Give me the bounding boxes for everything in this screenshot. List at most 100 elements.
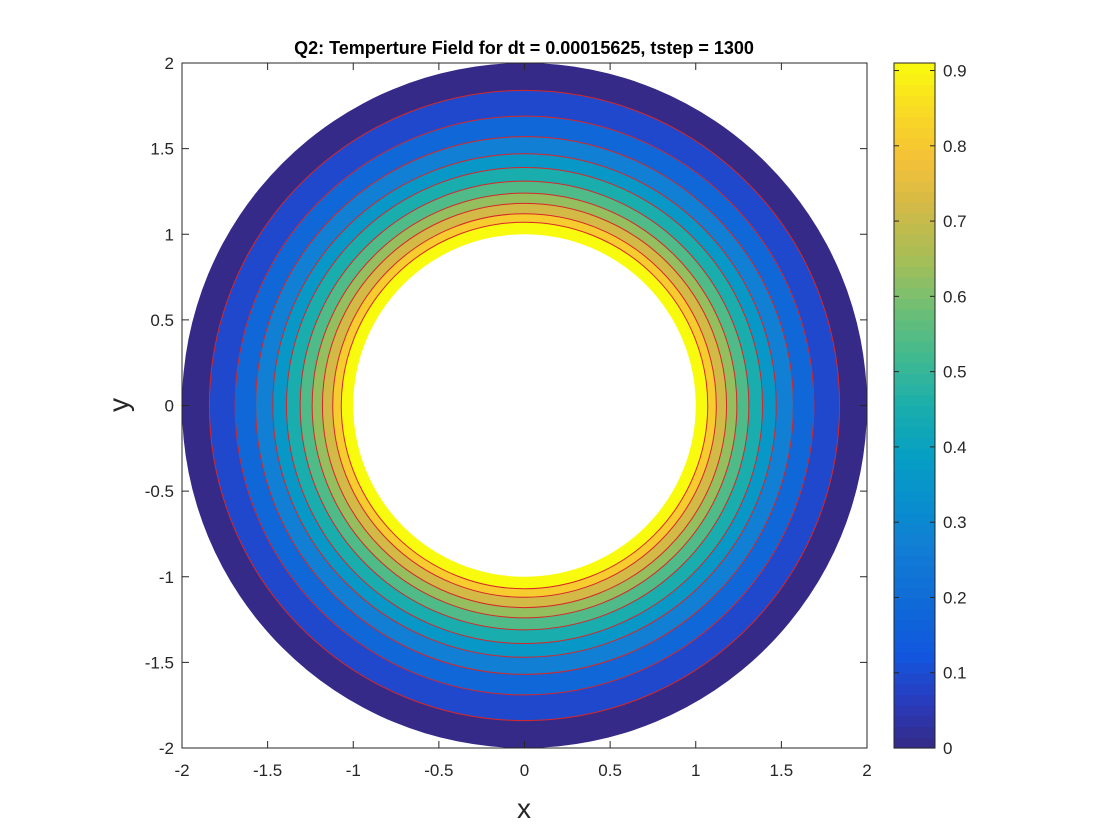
contour-line-7: [311, 192, 738, 619]
colorbar-frame: [893, 62, 936, 749]
colorbar-segment: [894, 223, 935, 235]
colorbar-segment: [894, 694, 935, 706]
colorbar-segment: [894, 137, 935, 150]
contour-lines: [208, 89, 841, 722]
colorbar-segment: [894, 576, 935, 589]
colorbar-tick-label: 0.2: [943, 588, 967, 607]
colorbar-segment: [894, 159, 935, 171]
colorbar-segment: [894, 426, 935, 439]
colorbar-segment: [894, 566, 935, 578]
colorbar-segment: [894, 480, 935, 492]
colorbar-segment: [894, 95, 935, 107]
colorbar-segment: [894, 448, 935, 460]
contour-line-10: [340, 221, 709, 590]
y-tick-label: 0: [165, 397, 174, 416]
y-axis-ticks: 2 1.5 1 0.5 0 -0.5 -1 -1.5 -2: [145, 54, 867, 758]
x-tick-label: -1: [346, 761, 361, 780]
colorbar-segment: [894, 737, 935, 749]
colorbar-segment: [894, 491, 935, 503]
x-tick-label: -2: [174, 761, 189, 780]
colorbar-tick-label: 0.4: [943, 438, 967, 457]
colorbar-segment: [894, 319, 935, 332]
colorbar-segment: [894, 148, 935, 160]
colorbar-segment: [894, 405, 935, 417]
colorbar-segment: [894, 212, 935, 225]
colorbar-segment: [894, 523, 935, 535]
y-tick-label: -0.5: [145, 482, 174, 501]
x-tick-label: -1.5: [253, 761, 282, 780]
colorbar-segment: [894, 608, 935, 621]
colorbar-segment: [894, 373, 935, 385]
x-tick-label: 1.5: [770, 761, 794, 780]
y-tick-label: 0.5: [150, 311, 174, 330]
contour-line-2: [234, 115, 815, 696]
colorbar-segment: [894, 683, 935, 696]
colorbar-segment: [894, 662, 935, 674]
colorbar-segment: [894, 202, 935, 214]
inner-boundary-hole: [353, 234, 696, 577]
colorbar-gradient: [894, 63, 935, 749]
colorbar-segment: [894, 673, 935, 685]
contour-line-8: [321, 202, 728, 609]
colorbar-segment: [894, 651, 935, 663]
contour-line-3: [255, 136, 794, 675]
colorbar-segment: [894, 309, 935, 321]
colorbar-segment: [894, 544, 935, 556]
colorbar-tick-label: 0.7: [943, 212, 967, 231]
contour-line-1: [208, 89, 841, 722]
colorbar-segment: [894, 362, 935, 374]
contour-line-6: [299, 180, 750, 631]
colorbar-segment: [894, 191, 935, 203]
x-tick-label: 1: [691, 761, 700, 780]
chart-title: Q2: Temperture Field for dt = 0.00015625…: [294, 38, 754, 58]
colorbar-segment: [894, 587, 935, 599]
colorbar-segment: [894, 63, 935, 75]
colorbar-segment: [894, 234, 935, 246]
colorbar-segment: [894, 384, 935, 396]
contour-line-5: [285, 166, 764, 645]
colorbar-segment: [894, 705, 935, 717]
colorbar-segment: [894, 630, 935, 642]
x-tick-label: 2: [862, 761, 871, 780]
colorbar-segment: [894, 244, 935, 257]
colorbar-segment: [894, 598, 935, 610]
y-tick-label: 1: [165, 225, 174, 244]
y-tick-label: 1.5: [150, 140, 174, 159]
y-tick-label: 2: [165, 54, 174, 73]
colorbar-segment: [894, 341, 935, 353]
plot-area: [182, 63, 867, 748]
colorbar-segment: [894, 298, 935, 310]
colorbar-segment: [894, 127, 935, 139]
contour-line-4: [272, 153, 777, 658]
colorbar-segment: [894, 330, 935, 342]
colorbar-ticks: 0 0.1 0.2 0.3 0.4 0.5 0.6 0.7 0.8 0.9: [894, 62, 967, 758]
colorbar-segment: [894, 619, 935, 631]
colorbar-segment: [894, 255, 935, 267]
colorbar-segment: [894, 394, 935, 407]
colorbar-segment: [894, 459, 935, 471]
colorbar-segment: [894, 512, 935, 524]
x-tick-label: 0: [520, 761, 529, 780]
colorbar-segment: [894, 287, 935, 300]
colorbar-tick-label: 0.9: [943, 62, 967, 81]
x-axis-ticks: -2 -1.5 -1 -0.5 0 0.5 1 1.5 2: [174, 63, 872, 780]
colorbar-segment: [894, 437, 935, 449]
contour-line-9: [332, 213, 717, 598]
x-tick-label: -0.5: [424, 761, 453, 780]
colorbar-segment: [894, 105, 935, 118]
colorbar-segment: [894, 277, 935, 289]
colorbar-tick-label: 0.5: [943, 363, 967, 382]
y-tick-label: -1: [159, 568, 174, 587]
colorbar-tick-label: 0.6: [943, 287, 967, 306]
y-tick-label: -1.5: [145, 653, 174, 672]
colorbar-segment: [894, 73, 935, 86]
colorbar-tick-label: 0.8: [943, 137, 967, 156]
colorbar-segment: [894, 84, 935, 96]
colorbar-segment: [894, 640, 935, 653]
colorbar-segment: [894, 116, 935, 128]
colorbar-segment: [894, 715, 935, 728]
colorbar: 0 0.1 0.2 0.3 0.4 0.5 0.6 0.7 0.8 0.9: [893, 62, 967, 758]
colorbar-segment: [894, 555, 935, 567]
x-axis-label: x: [517, 793, 531, 824]
